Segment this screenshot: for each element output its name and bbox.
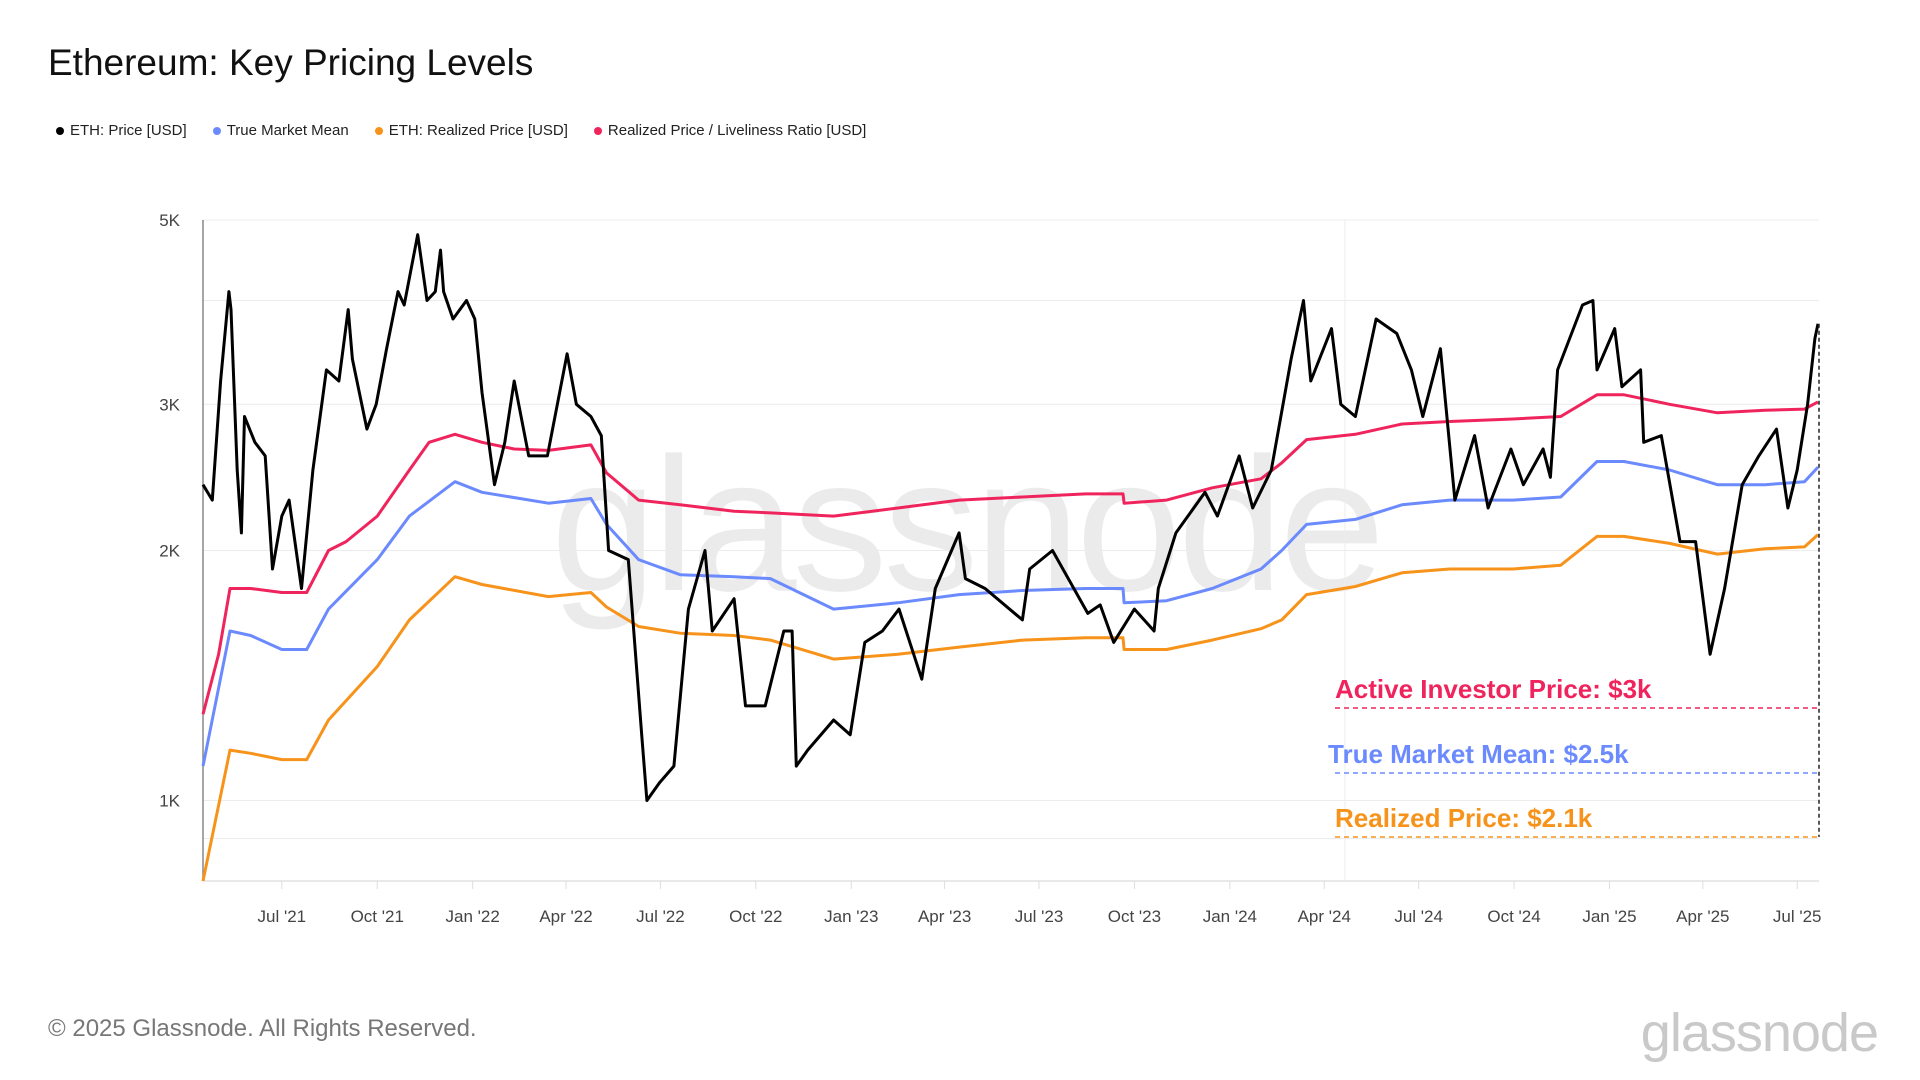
x-tick-label: Apr '24 xyxy=(1298,907,1351,926)
chart-title: Ethereum: Key Pricing Levels xyxy=(48,42,534,83)
x-tick-label: Apr '25 xyxy=(1676,907,1729,926)
annotation-label: Realized Price: $2.1k xyxy=(1335,803,1593,833)
brand-logo: glassnode xyxy=(1640,1003,1879,1063)
x-tick-label: Oct '23 xyxy=(1108,907,1161,926)
legend-dot xyxy=(56,126,64,135)
legend-label: Realized Price / Liveliness Ratio [USD] xyxy=(607,122,867,139)
x-tick-label: Apr '23 xyxy=(918,907,971,926)
x-tick-label: Jul '22 xyxy=(636,907,685,926)
series-line-eth-realized-price-usd xyxy=(201,533,1820,882)
legend-item-liveliness-ratio[interactable]: Realized Price / Liveliness Ratio [USD] xyxy=(593,122,867,139)
y-tick-label: 5K xyxy=(159,211,180,230)
legend-label: ETH: Price [USD] xyxy=(70,122,187,139)
x-tick-label: Jan '22 xyxy=(446,907,500,926)
x-tick-label: Jan '24 xyxy=(1203,907,1257,926)
legend-label: ETH: Realized Price [USD] xyxy=(388,122,568,139)
x-tick-label: Jul '23 xyxy=(1015,907,1064,926)
legend-item-realized-price[interactable]: ETH: Realized Price [USD] xyxy=(374,122,568,139)
legend-label: True Market Mean xyxy=(226,122,349,139)
legend-dot xyxy=(374,126,383,135)
legend: ETH: Price [USD] True Market Mean ETH: R… xyxy=(56,122,866,139)
legend-item-true-market-mean[interactable]: True Market Mean xyxy=(212,122,349,139)
legend-item-eth-price[interactable]: ETH: Price [USD] xyxy=(56,122,187,139)
series-line-realized-price-liveliness-ratio-usd xyxy=(201,393,1819,715)
legend-dot xyxy=(593,126,602,135)
y-tick-label: 1K xyxy=(159,792,180,811)
x-tick-label: Jan '23 xyxy=(824,907,878,926)
legend-dot xyxy=(212,126,221,135)
x-tick-label: Jul '25 xyxy=(1773,907,1822,926)
x-tick-label: Jan '25 xyxy=(1582,907,1636,926)
watermark: glassnode xyxy=(551,419,1381,631)
y-tick-label: 2K xyxy=(159,542,180,561)
series-line-eth-price-usd xyxy=(201,233,1820,802)
x-tick-label: Apr '22 xyxy=(539,907,592,926)
x-tick-label: Jul '24 xyxy=(1394,907,1443,926)
x-tick-label: Oct '21 xyxy=(351,907,404,926)
x-tick-label: Jul '21 xyxy=(258,907,307,926)
annotation-label: True Market Mean: $2.5k xyxy=(1328,739,1629,769)
y-tick-label: 3K xyxy=(159,395,180,414)
x-tick-label: Oct '24 xyxy=(1487,907,1540,926)
x-tick-label: Oct '22 xyxy=(729,907,782,926)
series-line-true-market-mean xyxy=(201,460,1820,767)
copyright: © 2025 Glassnode. All Rights Reserved. xyxy=(48,1015,477,1042)
annotation-label: Active Investor Price: $3k xyxy=(1335,674,1652,704)
